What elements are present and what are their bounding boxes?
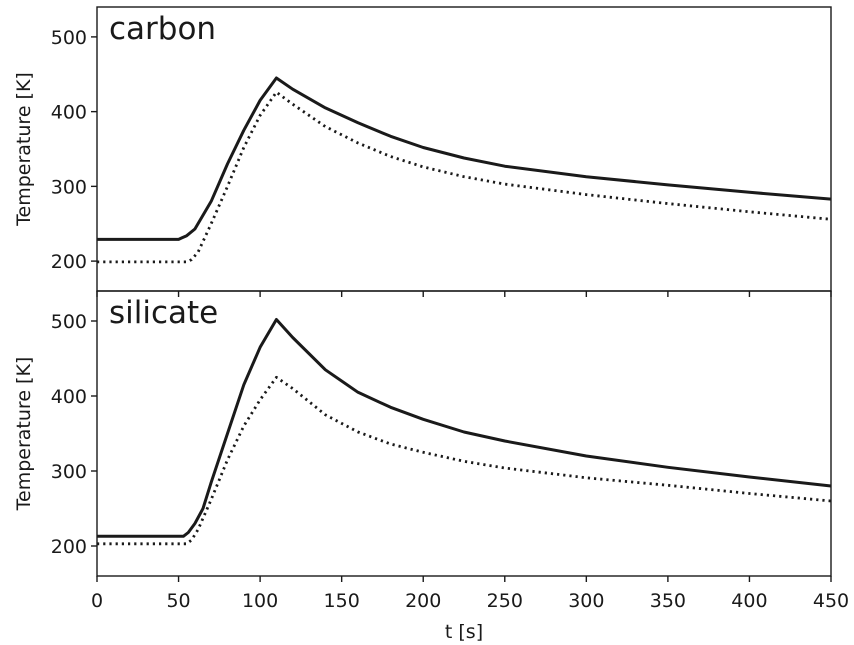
- y-axis-title: Temperature [K]: [13, 357, 35, 512]
- x-tick-label: 300: [568, 590, 604, 612]
- series-line-dotted: [97, 90, 832, 264]
- x-tick-label: 450: [813, 590, 849, 612]
- x-tick-label: 0: [91, 590, 103, 612]
- panel-title: silicate: [109, 295, 218, 331]
- panel-title: carbon: [109, 11, 216, 47]
- x-tick-label: 350: [650, 590, 686, 612]
- x-axis-title: t [s]: [445, 621, 483, 643]
- x-tick-label: 100: [242, 590, 278, 612]
- y-tick-label: 500: [51, 311, 87, 333]
- plot-frame: [96, 290, 832, 577]
- series-line-solid: [97, 318, 832, 538]
- y-tick-label: 400: [51, 386, 87, 408]
- carbon-panel: 200 300 400 500 carbon Temperature [K]: [13, 6, 832, 297]
- x-tick-label: 250: [487, 590, 523, 612]
- y-tick-label: 500: [51, 27, 87, 49]
- x-tick-label: 150: [324, 590, 360, 612]
- x-tick-label: 50: [166, 590, 190, 612]
- y-axis-title: Temperature [K]: [13, 72, 35, 227]
- plot-frame: [96, 6, 832, 292]
- y-tick-label: 300: [51, 461, 87, 483]
- x-tick-label: 200: [405, 590, 441, 612]
- y-tick-label: 200: [51, 536, 87, 558]
- y-tick-label: 200: [51, 251, 87, 273]
- series-line-solid: [97, 76, 832, 241]
- y-tick-label: 300: [51, 176, 87, 198]
- series-line-dotted: [97, 375, 832, 546]
- y-tick-label: 400: [51, 102, 87, 124]
- silicate-panel: 200 300 400 500 0 50 100 150 200 250 300 350 400 450 s…: [13, 290, 849, 643]
- x-tick-label: 400: [731, 590, 767, 612]
